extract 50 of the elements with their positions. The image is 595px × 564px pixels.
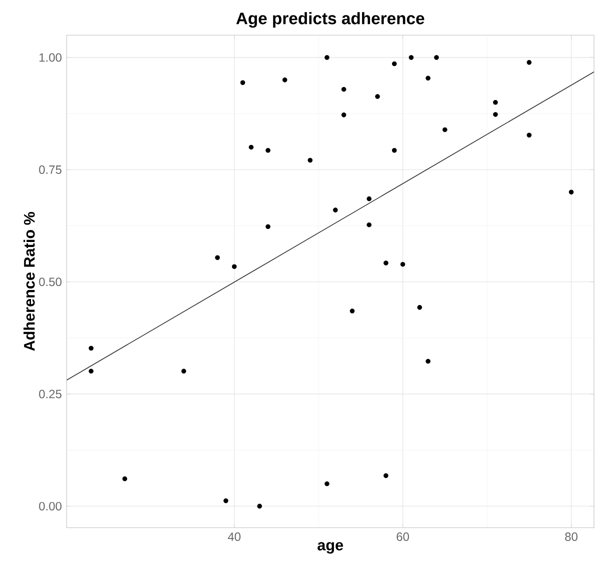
- point: [568, 190, 574, 195]
- point: [417, 305, 422, 310]
- point: [215, 255, 220, 260]
- point: [308, 158, 313, 163]
- x-tick-label: 80: [565, 532, 578, 541]
- point: [493, 112, 498, 117]
- point: [324, 55, 330, 60]
- point: [426, 76, 430, 81]
- point: [248, 144, 254, 150]
- point: [223, 498, 228, 504]
- point: [232, 264, 237, 269]
- point: [434, 55, 439, 60]
- point: [181, 368, 186, 374]
- y-tick-label: 0.75: [39, 165, 62, 174]
- y-tick-label: 0.00: [39, 502, 62, 510]
- point: [332, 208, 338, 212]
- point: [384, 260, 388, 266]
- point: [384, 473, 388, 478]
- point: [341, 86, 346, 92]
- x-axis-title: age: [318, 542, 344, 554]
- point: [257, 504, 262, 509]
- chart-title: Age predicts adherence: [236, 12, 424, 28]
- point: [400, 262, 406, 267]
- point: [426, 358, 430, 364]
- y-tick-label: 0.50: [39, 278, 62, 286]
- point: [324, 481, 330, 486]
- point: [493, 100, 498, 105]
- point: [88, 346, 94, 351]
- point: [88, 368, 94, 374]
- point: [366, 196, 372, 202]
- x-tick-label: 60: [396, 532, 409, 541]
- y-tick-label: 1.00: [40, 53, 62, 62]
- point: [266, 148, 270, 153]
- point: [392, 148, 397, 153]
- point: [240, 80, 246, 86]
- point: [266, 224, 270, 230]
- point: [526, 132, 532, 138]
- point: [526, 60, 532, 65]
- y-tick-label: 0.25: [39, 390, 62, 398]
- point: [350, 308, 355, 314]
- point: [122, 476, 128, 482]
- point: [366, 222, 372, 228]
- y-axis-title: Adherence Ratio %: [24, 212, 35, 351]
- point: [282, 78, 288, 82]
- point: [442, 127, 448, 132]
- x-tick-label: 40: [228, 532, 241, 541]
- point: [375, 94, 380, 99]
- point: [392, 61, 397, 66]
- point: [408, 55, 414, 60]
- point: [341, 112, 346, 118]
